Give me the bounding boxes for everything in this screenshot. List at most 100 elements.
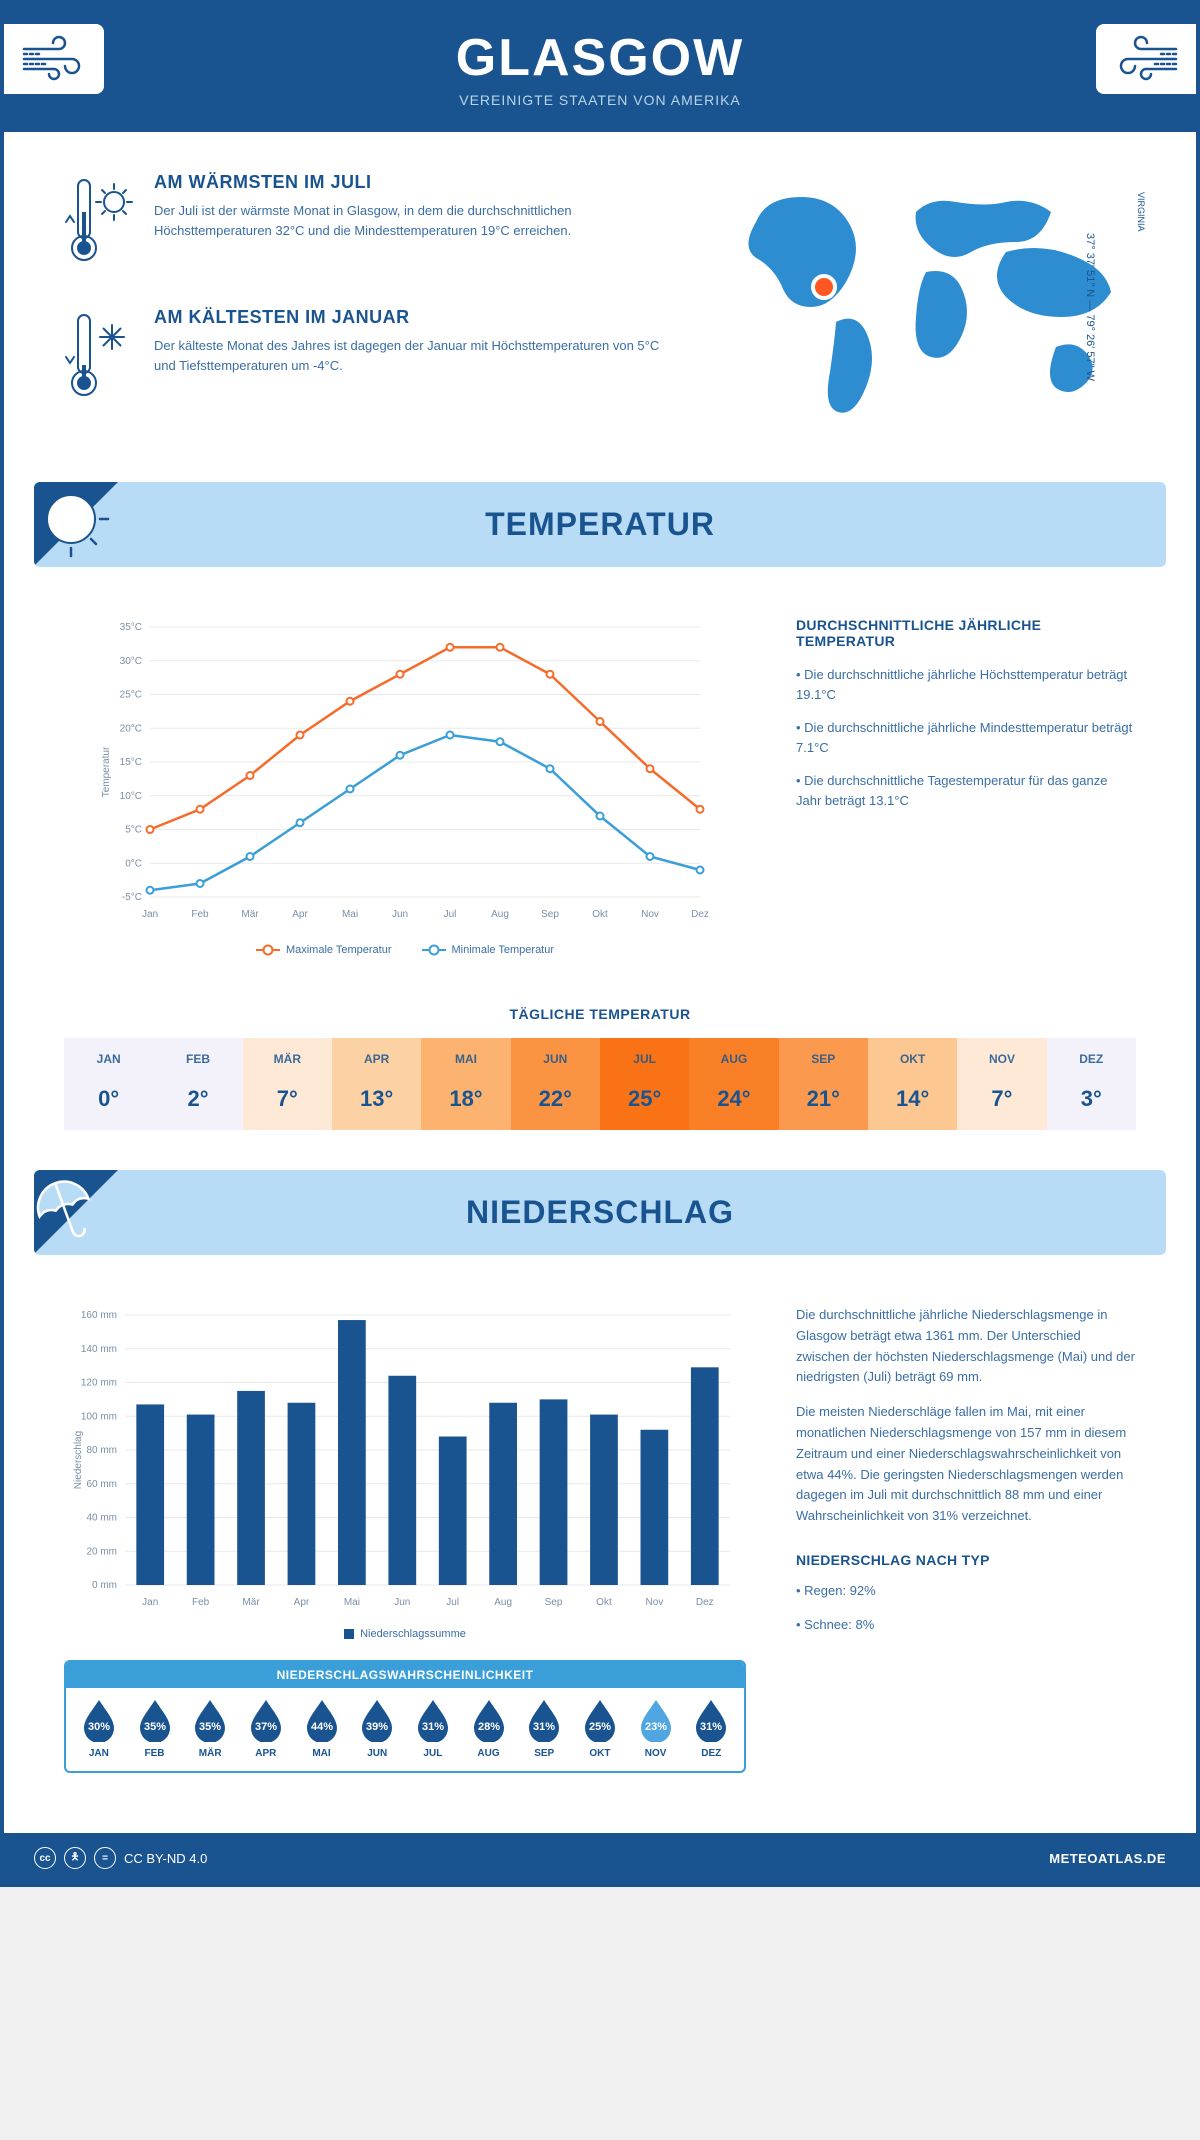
svg-text:Aug: Aug — [494, 1597, 512, 1608]
nd-icon: = — [94, 1847, 116, 1869]
probability-drop: 30%JAN — [72, 1698, 126, 1759]
svg-text:23%: 23% — [645, 1721, 667, 1733]
location-marker — [813, 276, 835, 298]
avg-temp-title: DURCHSCHNITTLICHE JÄHRLICHE TEMPERATUR — [796, 617, 1136, 649]
svg-text:Okt: Okt — [592, 909, 608, 920]
warmest-title: AM WÄRMSTEN IM JULI — [154, 172, 676, 193]
avg-daily-bullet: • Die durchschnittliche Tagestemperatur … — [796, 771, 1136, 810]
svg-text:100 mm: 100 mm — [81, 1411, 117, 1422]
daily-cell: APR13° — [332, 1038, 421, 1130]
svg-text:Jan: Jan — [142, 909, 158, 920]
coordinates-label: 37° 37' 51" N — 79° 26' 57" W — [1084, 233, 1096, 381]
svg-text:31%: 31% — [533, 1721, 555, 1733]
probability-drop: 35%FEB — [128, 1698, 182, 1759]
sun-icon — [34, 482, 136, 567]
svg-text:Niederschlag: Niederschlag — [73, 1431, 84, 1489]
daily-cell: NOV7° — [957, 1038, 1046, 1130]
precipitation-bar-chart: 0 mm20 mm40 mm60 mm80 mm100 mm120 mm140 … — [64, 1305, 746, 1615]
daily-cell: OKT14° — [868, 1038, 957, 1130]
bar-chart-legend: Niederschlagssumme — [64, 1628, 746, 1640]
svg-text:140 mm: 140 mm — [81, 1344, 117, 1355]
temperature-summary: DURCHSCHNITTLICHE JÄHRLICHE TEMPERATUR •… — [796, 617, 1136, 956]
svg-text:Apr: Apr — [292, 909, 308, 920]
precipitation-summary: Die durchschnittliche jährliche Niedersc… — [796, 1305, 1136, 1773]
precip-para-1: Die durchschnittliche jährliche Niedersc… — [796, 1305, 1136, 1388]
world-map-svg — [716, 172, 1136, 432]
coldest-text: Der kälteste Monat des Jahres ist dagege… — [154, 336, 676, 375]
svg-text:30%: 30% — [88, 1721, 110, 1733]
svg-text:160 mm: 160 mm — [81, 1310, 117, 1321]
probability-title: NIEDERSCHLAGSWAHRSCHEINLICHKEIT — [66, 1662, 744, 1688]
svg-text:Feb: Feb — [191, 909, 209, 920]
daily-cell: MÄR7° — [243, 1038, 332, 1130]
svg-text:31%: 31% — [700, 1721, 722, 1733]
wind-icon — [1096, 24, 1196, 94]
probability-drop: 44%MAI — [295, 1698, 349, 1759]
probability-drop: 25%OKT — [573, 1698, 627, 1759]
svg-text:Nov: Nov — [645, 1597, 663, 1608]
svg-text:15°C: 15°C — [120, 757, 142, 768]
header: GLASGOW VEREINIGTE STAATEN VON AMERIKA — [4, 4, 1196, 132]
temperature-heading: TEMPERATUR — [34, 506, 1166, 543]
svg-text:Mai: Mai — [342, 909, 358, 920]
license-block: cc 🯅 = CC BY-ND 4.0 — [34, 1847, 207, 1869]
warmest-text: Der Juli ist der wärmste Monat in Glasgo… — [154, 201, 676, 240]
svg-text:Dez: Dez — [696, 1597, 714, 1608]
temperature-legend: Maximale Temperatur Minimale Temperatur — [64, 944, 746, 956]
svg-text:Okt: Okt — [596, 1597, 612, 1608]
svg-text:10°C: 10°C — [120, 791, 142, 802]
temperature-banner: TEMPERATUR — [34, 482, 1166, 567]
probability-drop: 37%APR — [239, 1698, 293, 1759]
license-text: CC BY-ND 4.0 — [124, 1851, 207, 1866]
daily-cell: AUG24° — [689, 1038, 778, 1130]
svg-text:Nov: Nov — [641, 909, 659, 920]
svg-text:-5°C: -5°C — [122, 892, 142, 903]
precipitation-banner: NIEDERSCHLAG — [34, 1170, 1166, 1255]
temperature-chart: -5°C0°C5°C10°C15°C20°C25°C30°C35°CJanFeb… — [64, 617, 746, 956]
legend-min: Minimale Temperatur — [452, 944, 555, 956]
svg-text:20°C: 20°C — [120, 723, 142, 734]
daily-temp-title: TÄGLICHE TEMPERATUR — [4, 1006, 1196, 1022]
svg-text:60 mm: 60 mm — [86, 1479, 117, 1490]
svg-text:Jun: Jun — [392, 909, 408, 920]
svg-text:31%: 31% — [422, 1721, 444, 1733]
probability-drop: 39%JUN — [350, 1698, 404, 1759]
svg-text:Temperatur: Temperatur — [101, 746, 112, 797]
svg-text:44%: 44% — [311, 1721, 333, 1733]
thermometer-sun-icon — [64, 172, 134, 277]
probability-drop: 31%DEZ — [684, 1698, 738, 1759]
svg-text:39%: 39% — [366, 1721, 388, 1733]
warmest-block: AM WÄRMSTEN IM JULI Der Juli ist der wär… — [64, 172, 676, 277]
infographic-page: GLASGOW VEREINIGTE STAATEN VON AMERIKA — [0, 0, 1200, 1887]
daily-cell: DEZ3° — [1047, 1038, 1136, 1130]
probability-drop: 31%SEP — [517, 1698, 571, 1759]
svg-text:Aug: Aug — [491, 909, 509, 920]
svg-text:Sep: Sep — [541, 909, 559, 920]
probability-box: NIEDERSCHLAGSWAHRSCHEINLICHKEIT 30%JAN35… — [64, 1660, 746, 1773]
probability-row: 30%JAN35%FEB35%MÄR37%APR44%MAI39%JUN31%J… — [66, 1688, 744, 1771]
svg-text:40 mm: 40 mm — [86, 1513, 117, 1524]
svg-text:25%: 25% — [589, 1721, 611, 1733]
svg-text:Jul: Jul — [446, 1597, 459, 1608]
avg-low-bullet: • Die durchschnittliche jährliche Mindes… — [796, 718, 1136, 757]
daily-cell: JUN22° — [511, 1038, 600, 1130]
svg-text:Mai: Mai — [344, 1597, 360, 1608]
precip-type-title: NIEDERSCHLAG NACH TYP — [796, 1549, 1136, 1571]
svg-text:Jun: Jun — [394, 1597, 410, 1608]
svg-text:0°C: 0°C — [125, 858, 142, 869]
intro-section: AM WÄRMSTEN IM JULI Der Juli ist der wär… — [4, 132, 1196, 472]
by-icon: 🯅 — [64, 1847, 86, 1869]
svg-text:Sep: Sep — [545, 1597, 563, 1608]
brand-label: METEOATLAS.DE — [1049, 1851, 1166, 1866]
temperature-section: -5°C0°C5°C10°C15°C20°C25°C30°C35°CJanFeb… — [4, 577, 1196, 976]
svg-text:25°C: 25°C — [120, 690, 142, 701]
svg-text:Jul: Jul — [444, 909, 457, 920]
svg-text:35%: 35% — [143, 1721, 165, 1733]
cc-icon: cc — [34, 1847, 56, 1869]
coldest-block: AM KÄLTESTEN IM JANUAR Der kälteste Mona… — [64, 307, 676, 412]
svg-text:Mär: Mär — [241, 909, 259, 920]
umbrella-icon — [34, 1170, 136, 1255]
precip-rain-bullet: • Regen: 92% — [796, 1581, 1136, 1601]
daily-cell: JUL25° — [600, 1038, 689, 1130]
svg-text:35%: 35% — [199, 1721, 221, 1733]
